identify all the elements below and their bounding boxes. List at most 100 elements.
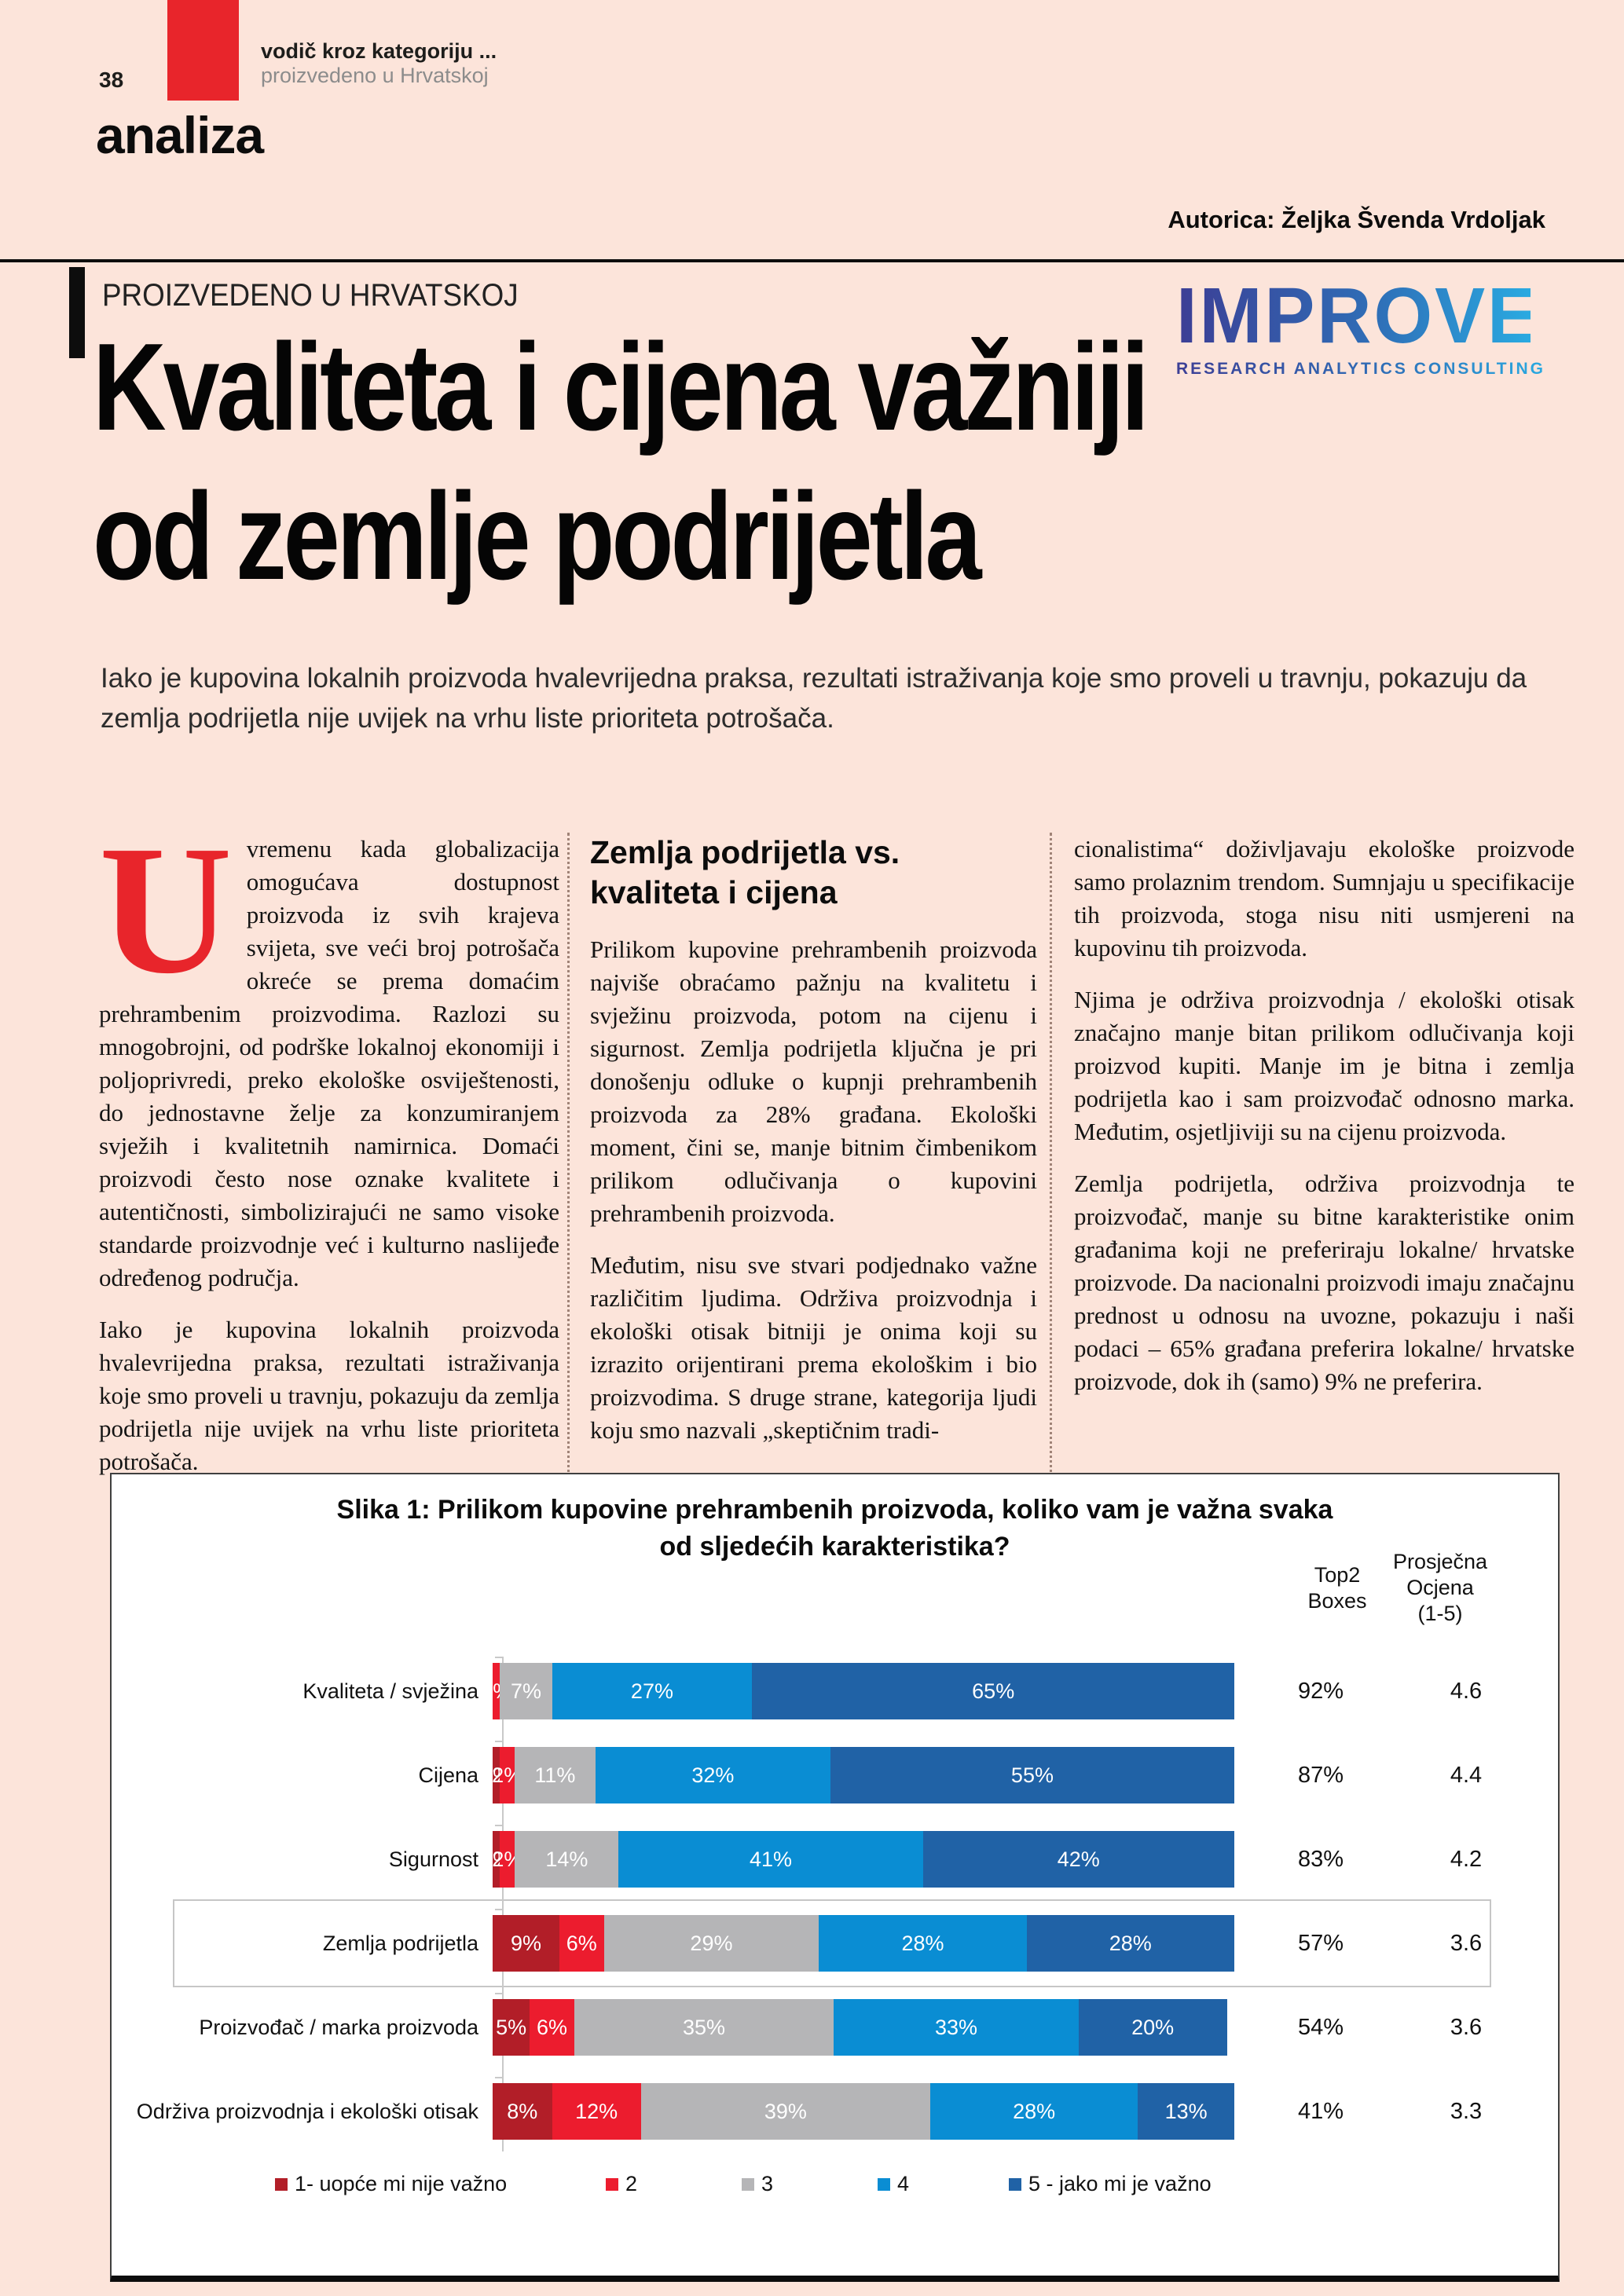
chart-row-5: Proizvođač / marka proizvoda 5% 6% 35% 33% 20… [112, 1999, 1558, 2056]
bar-segment-value: 20% [1131, 2015, 1175, 2039]
chart-legend: 1- uopće mi nije važno 2 3 4 5 - jako mi je … [112, 2172, 1558, 2203]
legend-label: 2 [625, 2172, 638, 2195]
bar-segment: 6% [559, 1915, 604, 1972]
legend-item: 5 - jako mi je važno [1009, 2172, 1212, 2196]
legend-item: 4 [878, 2172, 909, 2196]
axis-line [502, 1657, 504, 2151]
bar-segment: 12% [552, 2083, 641, 2140]
bar-segment-value: 13% [1164, 2099, 1208, 2123]
legend-swatch [742, 2177, 754, 2191]
bar-segment-value: 5% [496, 2015, 527, 2039]
bar-segment: 42% [922, 1831, 1234, 1888]
improve-logo-word: IMPROVE [1176, 272, 1540, 360]
bar-segment: 28% [1026, 1915, 1234, 1972]
bar-segment-value: 33% [934, 2015, 977, 2039]
bar-segment: 7% [500, 1663, 552, 1719]
bar-segment: 2% [492, 1747, 522, 1803]
bar-segment: 13% [1138, 2083, 1234, 2140]
bar-segment-value: 27% [630, 1679, 673, 1703]
bar-segment: 29% [603, 1915, 819, 1972]
bar-segment-value: 28% [1109, 1931, 1152, 1955]
bar-segment-value: 35% [682, 2015, 726, 2039]
lead-paragraph: Iako je kupovina lokalnih proizvoda hval… [101, 663, 1527, 734]
chart-title: Slika 1: Prilikom kupovine prehrambenih … [112, 1492, 1558, 1565]
column-3-paragraph-3: Zemlja podrijetla, održiva proizvodnja t… [1074, 1170, 1575, 1395]
improve-logo: IMPROVE RESEARCH ANALYTICS CONSULTING [1176, 276, 1545, 379]
chart-row-3: Sigurnost 1% 2% 14% 41% 42% 83% 4.2 [112, 1831, 1558, 1888]
category-label: Održiva proizvodnja i ekološki otisak [136, 2099, 478, 2123]
figure-1-chart: Slika 1: Prilikom kupovine prehrambenih … [110, 1473, 1560, 2282]
category-label: Cijena [418, 1763, 478, 1787]
bar-segment: 5% [493, 1999, 530, 2056]
column-3: cionalistima“ doživljavaju ekološke proi… [1050, 833, 1575, 1497]
bar-segment-value: 55% [1010, 1763, 1054, 1787]
stacked-bar: 1% 7% 27% 65% [481, 1663, 1234, 1719]
bar-segment-value: 65% [972, 1679, 1015, 1703]
average-score-header: Prosječna Ocjena (1-5) [1392, 1550, 1488, 1625]
kicker: vodič kroz kategoriju ... proizvedeno u … [261, 39, 497, 88]
bar-segment: 9% [493, 1915, 559, 1972]
eyebrow-bar [69, 267, 85, 358]
legend-item: 3 [742, 2172, 773, 2196]
bar-segment: 27% [552, 1663, 753, 1719]
dropcap-u: U [99, 807, 233, 1012]
bar-segment: 28% [929, 2083, 1138, 2140]
top2-value: 83% [1297, 1846, 1344, 1872]
bar-segment-value: 32% [691, 1763, 735, 1787]
column-3-paragraph-1: cionalistima“ doživljavaju ekološke proi… [1074, 835, 1575, 961]
bar-segment: 35% [574, 1999, 834, 2056]
average-score-value: 4.2 [1450, 1846, 1483, 1872]
legend-swatch [1009, 2177, 1021, 2191]
bar-segment-value: 28% [1013, 2099, 1056, 2123]
top2-value: 54% [1297, 2014, 1344, 2040]
average-score-value: 4.4 [1450, 1762, 1483, 1788]
column-1-paragraph-1-text: vremenu kada globalizacija omogućava dos… [99, 835, 559, 1291]
stacked-bar: 8% 12% 39% 28% 13% [493, 2083, 1234, 2140]
legend-label: 5 - jako mi je važno [1028, 2172, 1212, 2195]
legend-label: 1- uopće mi nije važno [295, 2172, 508, 2195]
chart-row-4: Zemlja podrijetla 9% 6% 29% 28% 28% 57% 3.6 [112, 1915, 1558, 1972]
bar-segment: 1% [481, 1663, 511, 1719]
bar-segment-value: 12% [575, 2099, 618, 2123]
stacked-bar: 5% 6% 35% 33% 20% [493, 1999, 1234, 2056]
column-2: Zemlja podrijetla vs. kvaliteta i cijena… [567, 833, 1050, 1497]
bar-segment-value: 8% [507, 2099, 538, 2123]
bar-segment: 20% [1078, 1999, 1227, 2056]
kicker-line2: proizvedeno u Hrvatskoj [261, 64, 489, 87]
column-1-paragraph-2: Iako je kupovina lokalnih proizvoda hval… [99, 1316, 559, 1475]
chart-title-line2: od sljedećih karakteristika? [659, 1532, 1010, 1562]
column-3-paragraph-2: Njima je održiva proizvodnja / ekološki … [1074, 986, 1575, 1145]
column-2-paragraph-2: Međutim, nisu sve stvari podjednako važn… [590, 1251, 1037, 1444]
headline-line1: Kvaliteta i cijena važniji [93, 318, 1149, 456]
category-label: Zemlja podrijetla [322, 1931, 478, 1955]
chart-rows: Kvaliteta / svježina 1% 7% 27% 65% 92% 4.6 Cije… [112, 1663, 1558, 2167]
kicker-line1: vodič kroz kategoriju ... [261, 39, 497, 63]
section-title: analiza [96, 106, 264, 164]
legend-swatch [878, 2177, 890, 2191]
bar-segment-value: 41% [749, 1847, 792, 1871]
stacked-bar: 1% 2% 14% 41% 42% [481, 1831, 1234, 1888]
bar-segment-value: 39% [764, 2099, 807, 2123]
author-byline: Autorica: Željka Švenda Vrdoljak [1168, 206, 1545, 233]
category-label: Kvaliteta / svježina [302, 1679, 478, 1703]
category-label: Sigurnost [388, 1847, 478, 1871]
bar-segment: 2% [492, 1831, 522, 1888]
bar-segment: 11% [515, 1747, 596, 1803]
chart-body: Slika 1: Prilikom kupovine prehrambenih … [112, 1474, 1558, 2276]
horizontal-rule [0, 259, 1624, 262]
legend-swatch [606, 2177, 618, 2191]
bar-segment: 39% [640, 2083, 930, 2140]
bar-segment-value: 29% [690, 1931, 733, 1955]
bar-segment-value: 6% [536, 2015, 568, 2039]
bar-segment: 28% [819, 1915, 1027, 1972]
chart-title-line1: Slika 1: Prilikom kupovine prehrambenih … [336, 1495, 1333, 1525]
bar-segment: 6% [530, 1999, 574, 2056]
legend-label: 4 [897, 2172, 910, 2195]
bar-segment-value: 6% [566, 1931, 597, 1955]
legend-item: 1- uopće mi nije važno [275, 2172, 507, 2196]
average-score-value: 3.6 [1450, 2014, 1483, 2040]
average-score-value: 3.6 [1450, 1930, 1483, 1956]
average-score-value: 3.3 [1450, 2098, 1483, 2124]
red-square-decoration [167, 0, 239, 101]
